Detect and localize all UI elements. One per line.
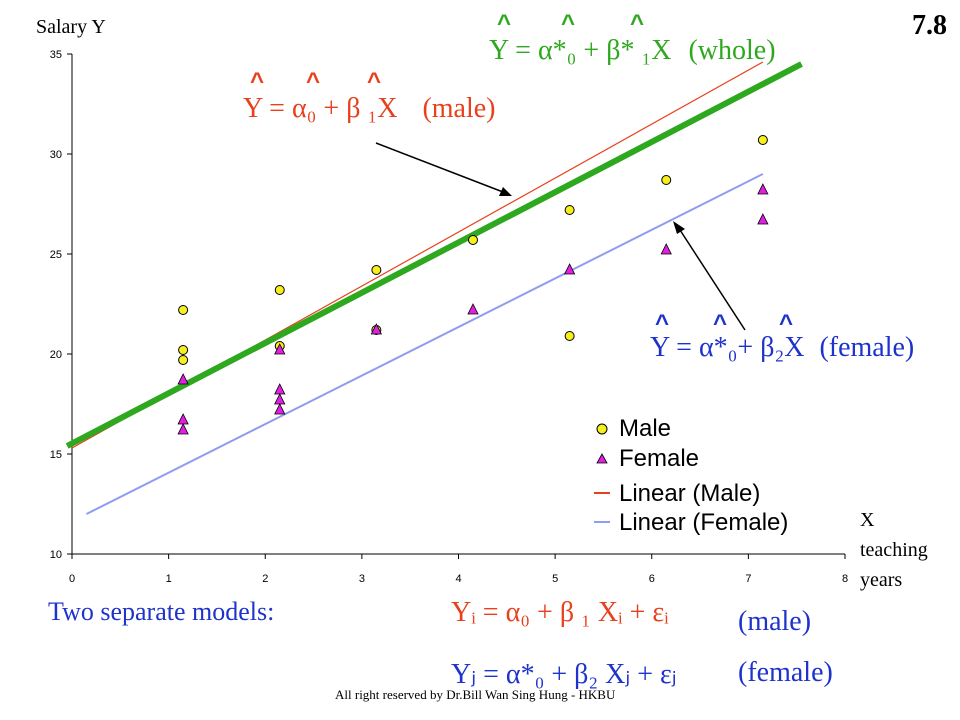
two-models-label: Two separate models: (48, 597, 275, 626)
female-point (757, 183, 769, 195)
male-point (178, 305, 189, 315)
model-male-tag: (male) (738, 606, 812, 637)
trendline-female (86, 173, 764, 515)
hat-alpha-whole: ^ (561, 10, 576, 37)
female-point (274, 343, 286, 355)
male-point (371, 265, 382, 275)
hat-alpha-male: ^ (306, 68, 321, 95)
male-point (274, 285, 285, 295)
x-tick-label: 0 (69, 573, 75, 585)
female-point (177, 373, 189, 385)
chart-axes: 10 15 20 25 30 35 0 1 2 3 4 5 6 7 8 (50, 49, 848, 585)
male-equation: Y = α₀ + β ₁X (male) (243, 93, 496, 125)
female-arrow-head (673, 221, 685, 234)
x-tick-label: 2 (262, 573, 268, 585)
y-tick-label: 10 (50, 549, 62, 561)
legend-linear-female-label: Linear (Female) (619, 509, 788, 536)
model-male-equation: Yᵢ = α₀ + β ₁ Xᵢ + εᵢ (451, 597, 669, 628)
y-tick-label: 15 (50, 449, 62, 461)
x-axis-label-line-1: X (860, 509, 875, 531)
female-equation-text: Y = α*₀+ β₂X (650, 332, 805, 363)
female-point (467, 303, 479, 315)
x-axis-label-line-3: years (860, 569, 903, 591)
male-arrow-line (375, 142, 504, 193)
annotation-arrows (375, 142, 746, 331)
y-tick-label: 25 (50, 249, 62, 261)
female-point (177, 423, 189, 435)
y-tick-label: 30 (50, 149, 62, 161)
data-points (177, 135, 769, 435)
legend-female-label: Female (619, 445, 699, 472)
x-tick-label: 1 (166, 573, 172, 585)
male-point (467, 235, 478, 245)
female-arrow-line (679, 229, 746, 331)
x-tick-label: 3 (359, 573, 365, 585)
female-point (274, 383, 286, 395)
male-arrow-head (499, 187, 512, 196)
male-point (661, 175, 672, 185)
male-point (564, 205, 575, 215)
y-tick-label: 20 (50, 349, 62, 361)
y-tick-label: 35 (50, 49, 62, 61)
x-tick-label: 4 (455, 573, 461, 585)
male-point (757, 135, 768, 145)
hat-y-whole: ^ (497, 10, 512, 37)
x-tick-label: 7 (745, 573, 751, 585)
legend-female-marker (596, 453, 608, 464)
x-axis-label-line-2: teaching (860, 539, 928, 561)
female-point (563, 263, 576, 275)
female-point (274, 393, 286, 405)
male-equation-text: Y = α₀ + β ₁X (243, 93, 398, 124)
female-equation: Y = α*₀+ β₂X (female) (650, 332, 914, 364)
hat-beta-whole: ^ (630, 10, 645, 37)
y-axis-label: Salary Y (36, 16, 106, 38)
trendline-whole (65, 61, 803, 449)
model-female-tag: (female) (738, 657, 833, 688)
hat-alpha-female: ^ (713, 310, 728, 337)
x-axis-label: X teaching years (860, 505, 928, 595)
hat-beta-male: ^ (367, 68, 382, 95)
female-point (177, 413, 189, 425)
whole-equation-text: Y = α*₀ + β* ₁X (489, 35, 672, 66)
female-point (274, 403, 286, 415)
x-tick-label: 6 (649, 573, 655, 585)
x-tick-label: 5 (552, 573, 558, 585)
male-point (178, 345, 189, 355)
copyright-notice: All right reserved by Dr.Bill Wan Sing H… (335, 687, 616, 702)
legend-male-marker (596, 423, 608, 435)
hat-y-male: ^ (250, 68, 265, 95)
female-point (757, 213, 769, 225)
male-point (564, 331, 575, 341)
male-equation-tag: (male) (422, 93, 496, 124)
model-female-equation: Yⱼ = α*₀ + β₂ Xⱼ + εⱼ (451, 659, 677, 690)
female-point (660, 243, 672, 255)
male-point (178, 355, 189, 365)
whole-equation: Y = α*₀ + β* ₁X (whole) (489, 35, 776, 67)
female-equation-tag: (female) (819, 332, 915, 363)
legend-linear-male-label: Linear (Male) (619, 480, 760, 507)
hat-y-female: ^ (655, 310, 670, 337)
legend-male-label: Male (619, 415, 671, 442)
hat-beta-female: ^ (779, 310, 794, 337)
whole-equation-tag: (whole) (688, 35, 776, 66)
x-tick-label: 8 (842, 573, 848, 585)
chart-legend: Male Female Linear (Male) Linear (Female… (594, 415, 788, 536)
female-point (370, 323, 383, 335)
slide-number: 7.8 (912, 10, 947, 41)
